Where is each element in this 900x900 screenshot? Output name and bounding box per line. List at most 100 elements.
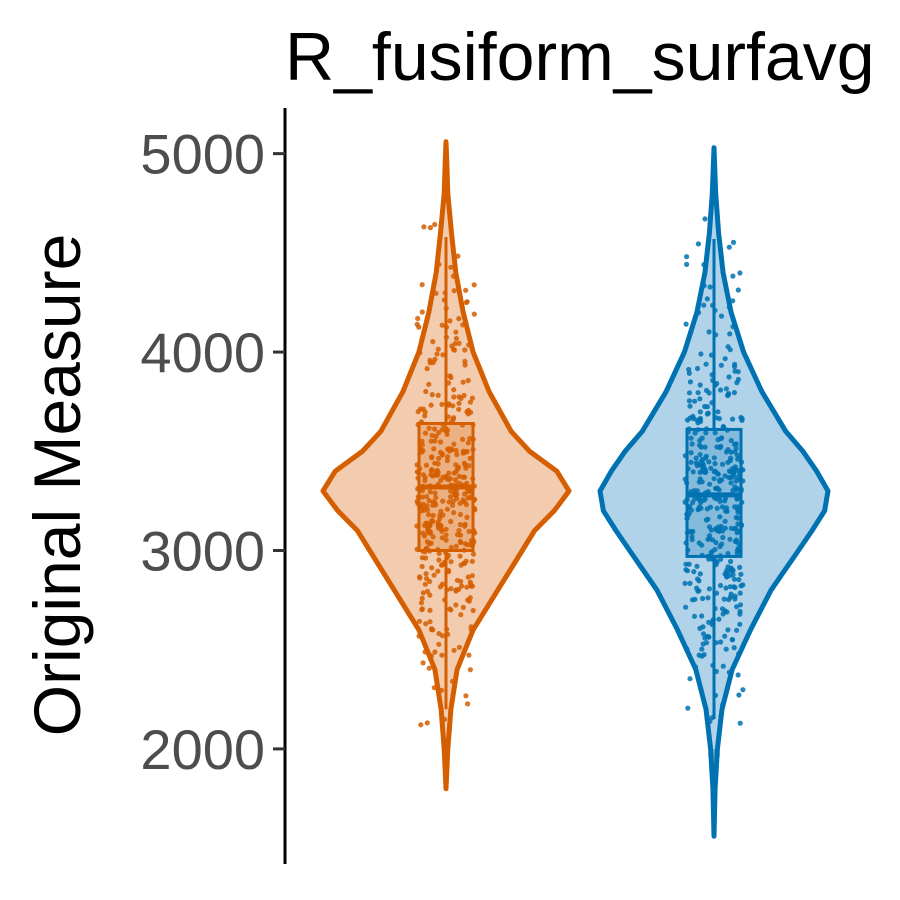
data-point <box>720 424 726 430</box>
data-point <box>707 284 713 290</box>
data-point <box>697 452 703 458</box>
data-point <box>429 455 435 461</box>
data-point <box>417 574 423 580</box>
data-point <box>439 322 445 328</box>
data-point <box>456 340 462 346</box>
data-point <box>450 416 456 423</box>
data-point <box>706 586 713 592</box>
data-point <box>458 612 464 618</box>
data-point <box>443 537 449 543</box>
data-point <box>717 478 723 484</box>
data-point <box>436 261 442 267</box>
data-point <box>728 558 734 565</box>
data-point <box>450 273 456 279</box>
data-point <box>735 456 741 462</box>
data-point <box>456 400 462 406</box>
data-point <box>451 470 457 476</box>
data-point <box>732 466 738 472</box>
data-point <box>453 587 459 593</box>
data-point <box>695 420 701 426</box>
data-point <box>692 496 698 502</box>
data-point <box>699 613 705 619</box>
data-point <box>718 362 725 368</box>
data-point <box>465 597 471 603</box>
data-point <box>726 304 732 310</box>
data-point <box>445 446 451 452</box>
data-point <box>687 379 694 385</box>
data-point <box>427 360 433 366</box>
data-point <box>429 565 435 571</box>
data-point <box>427 619 433 625</box>
data-point <box>691 569 697 575</box>
data-point <box>466 652 472 658</box>
data-point <box>719 461 726 467</box>
data-point <box>424 366 430 372</box>
data-point <box>426 425 432 431</box>
data-point <box>735 376 742 383</box>
data-point <box>692 430 698 436</box>
data-point <box>466 463 472 469</box>
data-point <box>448 544 454 551</box>
data-point <box>440 352 446 358</box>
data-point <box>428 530 434 537</box>
data-point <box>722 473 728 479</box>
data-point <box>684 254 690 260</box>
data-point <box>444 454 451 460</box>
data-point <box>701 497 707 503</box>
data-point <box>431 446 437 452</box>
data-point <box>691 613 698 619</box>
data-point <box>731 584 737 590</box>
violin-shape <box>597 145 831 839</box>
data-point <box>456 528 462 534</box>
data-point <box>468 624 474 630</box>
data-point <box>416 633 422 639</box>
data-point <box>432 460 438 466</box>
violin-group-1 <box>320 139 572 792</box>
data-point <box>697 396 703 402</box>
data-point <box>731 645 737 651</box>
y-tick-label: 2000 <box>140 718 265 781</box>
data-point <box>687 415 693 421</box>
data-point <box>451 647 457 653</box>
data-point <box>421 533 428 539</box>
data-point <box>438 477 444 483</box>
data-point <box>466 342 472 348</box>
data-point <box>731 390 738 396</box>
data-point <box>440 512 446 518</box>
data-point <box>448 374 454 381</box>
data-point <box>733 445 739 451</box>
data-point <box>470 551 477 557</box>
data-point <box>450 403 456 409</box>
data-point <box>465 377 471 384</box>
data-point <box>459 583 465 589</box>
data-point <box>695 241 702 247</box>
data-point <box>443 473 449 479</box>
data-point <box>465 542 471 548</box>
data-point <box>720 663 726 669</box>
data-point <box>688 450 694 456</box>
data-point <box>460 450 466 456</box>
data-point <box>697 469 703 475</box>
data-point <box>718 387 724 393</box>
data-point <box>725 392 731 398</box>
data-point <box>712 461 718 467</box>
data-point <box>688 329 694 335</box>
data-point <box>423 576 430 582</box>
data-point <box>416 618 423 624</box>
data-point <box>722 633 728 639</box>
data-point <box>451 288 457 294</box>
data-point <box>465 574 471 580</box>
data-point <box>735 474 741 480</box>
data-point <box>417 406 423 412</box>
data-point <box>419 606 425 612</box>
data-point <box>426 498 432 504</box>
data-point <box>718 639 724 645</box>
data-point <box>694 488 701 494</box>
data-point <box>429 467 435 473</box>
data-point <box>733 537 740 543</box>
data-point <box>463 693 469 699</box>
data-point <box>451 441 457 447</box>
y-ticks: 2000 3000 4000 5000 <box>140 123 285 781</box>
data-point <box>730 298 736 304</box>
data-point <box>718 523 724 529</box>
